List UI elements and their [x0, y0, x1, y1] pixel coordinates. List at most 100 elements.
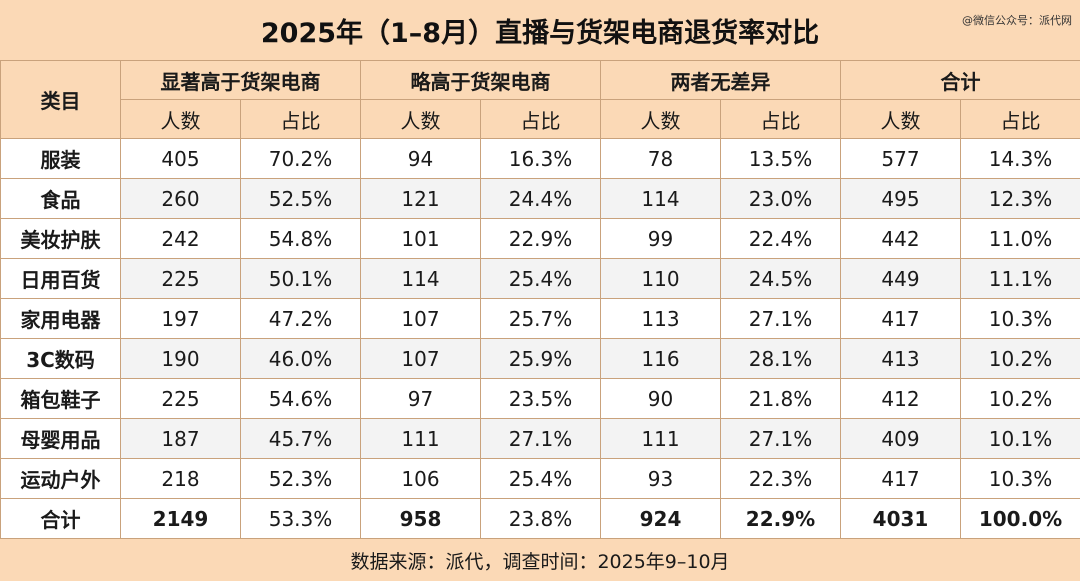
count-cell: 111: [600, 418, 721, 459]
table-row: 3C数码 190 46.0% 107 25.9% 116 28.1% 413 10.2%: [0, 338, 1080, 379]
table-row: 食品 260 52.5% 121 24.4% 114 23.0% 495 12.3%: [0, 178, 1080, 219]
header-group: 合计: [840, 60, 1080, 100]
header-count: 人数: [360, 99, 481, 139]
ratio-cell: 25.7%: [480, 298, 601, 339]
count-cell: 218: [120, 458, 241, 499]
ratio-cell: 21.8%: [720, 378, 841, 419]
table-title: 2025年（1–8月）直播与货架电商退货率对比: [0, 0, 1080, 61]
ratio-cell: 27.1%: [720, 298, 841, 339]
ratio-cell: 52.5%: [240, 178, 361, 219]
header-ratio: 占比: [480, 99, 601, 139]
count-cell: 4031: [840, 498, 961, 539]
ratio-cell: 10.3%: [960, 458, 1080, 499]
count-cell: 495: [840, 178, 961, 219]
table-row: 母婴用品 187 45.7% 111 27.1% 111 27.1% 409 10.1%: [0, 418, 1080, 459]
count-cell: 111: [360, 418, 481, 459]
header-ratio: 占比: [720, 99, 841, 139]
ratio-cell: 22.9%: [480, 218, 601, 259]
count-cell: 225: [120, 258, 241, 299]
count-cell: 449: [840, 258, 961, 299]
ratio-cell: 10.2%: [960, 378, 1080, 419]
count-cell: 116: [600, 338, 721, 379]
header-count: 人数: [600, 99, 721, 139]
ratio-cell: 100.0%: [960, 498, 1080, 539]
ratio-cell: 27.1%: [480, 418, 601, 459]
count-cell: 577: [840, 138, 961, 179]
category-cell: 箱包鞋子: [0, 378, 121, 419]
header-ratio: 占比: [960, 99, 1080, 139]
count-cell: 113: [600, 298, 721, 339]
count-cell: 413: [840, 338, 961, 379]
category-cell: 合计: [0, 498, 121, 539]
ratio-cell: 25.4%: [480, 458, 601, 499]
header-group: 两者无差异: [600, 60, 841, 100]
count-cell: 101: [360, 218, 481, 259]
count-cell: 99: [600, 218, 721, 259]
count-cell: 110: [600, 258, 721, 299]
count-cell: 417: [840, 298, 961, 339]
header-category: 类目: [0, 60, 121, 139]
count-cell: 107: [360, 298, 481, 339]
ratio-cell: 24.5%: [720, 258, 841, 299]
ratio-cell: 11.0%: [960, 218, 1080, 259]
count-cell: 442: [840, 218, 961, 259]
header-group: 显著高于货架电商: [120, 60, 361, 100]
category-cell: 美妆护肤: [0, 218, 121, 259]
count-cell: 107: [360, 338, 481, 379]
ratio-cell: 16.3%: [480, 138, 601, 179]
ratio-cell: 22.4%: [720, 218, 841, 259]
ratio-cell: 22.3%: [720, 458, 841, 499]
table-row: 美妆护肤 242 54.8% 101 22.9% 99 22.4% 442 11.0%: [0, 218, 1080, 259]
count-cell: 97: [360, 378, 481, 419]
count-cell: 924: [600, 498, 721, 539]
count-cell: 412: [840, 378, 961, 419]
count-cell: 90: [600, 378, 721, 419]
table-row: 家用电器 197 47.2% 107 25.7% 113 27.1% 417 10.3%: [0, 298, 1080, 339]
ratio-cell: 10.1%: [960, 418, 1080, 459]
ratio-cell: 52.3%: [240, 458, 361, 499]
table-row: 服装 405 70.2% 94 16.3% 78 13.5% 577 14.3%: [0, 138, 1080, 179]
count-cell: 187: [120, 418, 241, 459]
category-cell: 家用电器: [0, 298, 121, 339]
count-cell: 94: [360, 138, 481, 179]
category-cell: 日用百货: [0, 258, 121, 299]
count-cell: 417: [840, 458, 961, 499]
ratio-cell: 46.0%: [240, 338, 361, 379]
ratio-cell: 23.5%: [480, 378, 601, 419]
count-cell: 260: [120, 178, 241, 219]
ratio-cell: 11.1%: [960, 258, 1080, 299]
ratio-cell: 45.7%: [240, 418, 361, 459]
count-cell: 225: [120, 378, 241, 419]
ratio-cell: 10.2%: [960, 338, 1080, 379]
ratio-cell: 22.9%: [720, 498, 841, 539]
header-count: 人数: [120, 99, 241, 139]
ratio-cell: 53.3%: [240, 498, 361, 539]
ratio-cell: 10.3%: [960, 298, 1080, 339]
category-cell: 运动户外: [0, 458, 121, 499]
ratio-cell: 70.2%: [240, 138, 361, 179]
count-cell: 405: [120, 138, 241, 179]
header-ratio: 占比: [240, 99, 361, 139]
ratio-cell: 27.1%: [720, 418, 841, 459]
count-cell: 190: [120, 338, 241, 379]
category-cell: 3C数码: [0, 338, 121, 379]
count-cell: 114: [360, 258, 481, 299]
total-row: 合计 2149 53.3% 958 23.8% 924 22.9% 4031 100.0%: [0, 498, 1080, 539]
ratio-cell: 28.1%: [720, 338, 841, 379]
ratio-cell: 54.8%: [240, 218, 361, 259]
ratio-cell: 14.3%: [960, 138, 1080, 179]
table-body: 服装 405 70.2% 94 16.3% 78 13.5% 577 14.3% 食品 260 52.…: [0, 138, 1080, 539]
count-cell: 197: [120, 298, 241, 339]
count-cell: 409: [840, 418, 961, 459]
count-cell: 114: [600, 178, 721, 219]
header-group: 略高于货架电商: [360, 60, 601, 100]
category-cell: 食品: [0, 178, 121, 219]
ratio-cell: 12.3%: [960, 178, 1080, 219]
count-cell: 106: [360, 458, 481, 499]
ratio-cell: 25.4%: [480, 258, 601, 299]
count-cell: 242: [120, 218, 241, 259]
ratio-cell: 23.8%: [480, 498, 601, 539]
ratio-cell: 54.6%: [240, 378, 361, 419]
table-row: 箱包鞋子 225 54.6% 97 23.5% 90 21.8% 412 10.2%: [0, 378, 1080, 419]
